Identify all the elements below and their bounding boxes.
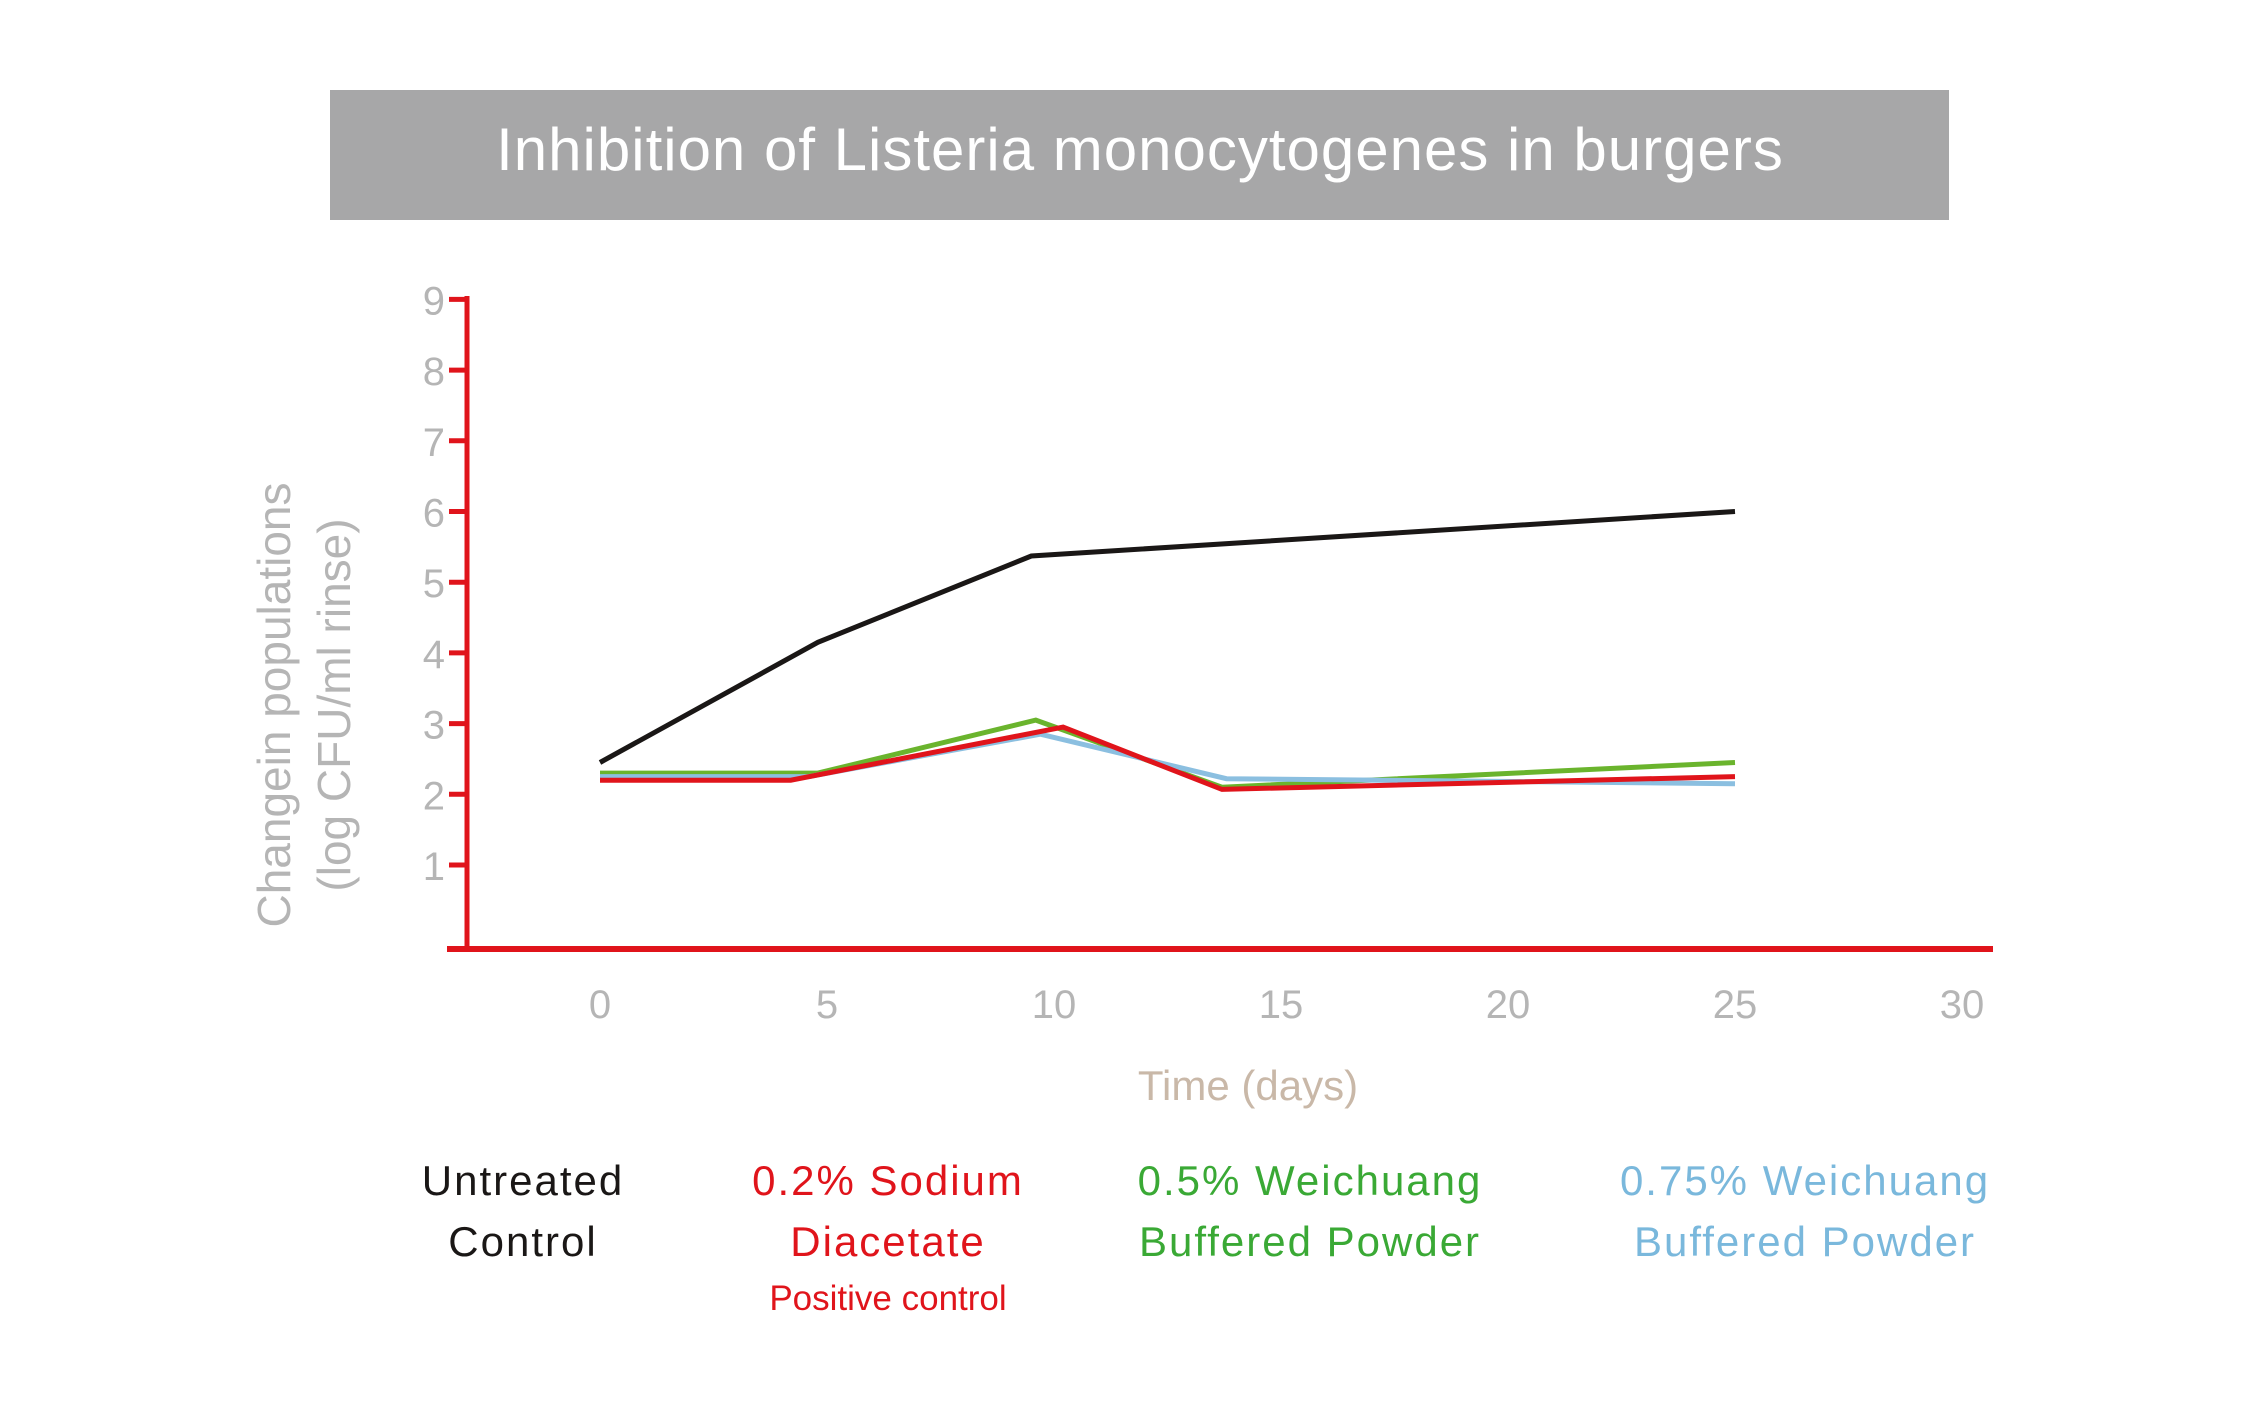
y-tick-label: 9 — [423, 279, 445, 323]
y-tick-label: 1 — [423, 845, 445, 889]
axes — [447, 296, 1993, 952]
chart-title: Inhibition of Listeria monocytogenes in … — [496, 116, 1784, 183]
y-ticks: 1 2 3 4 5 6 7 8 9 — [423, 279, 467, 889]
series-lines — [598, 509, 1736, 792]
y-tick-label: 7 — [423, 421, 445, 465]
y-tick-label: 5 — [423, 562, 445, 606]
legend-label-line1: 0.2% Sodium — [752, 1157, 1024, 1204]
legend-item: 0.2% Sodium Diacetate Positive control — [752, 1157, 1024, 1318]
y-tick-label: 3 — [423, 704, 445, 748]
x-tick-label: 0 — [589, 983, 611, 1027]
y-axis-label-line2: (log CFU/ml rinse) — [308, 518, 360, 891]
legend-label-line1: Untreated — [422, 1157, 624, 1204]
legend-label-line2: Buffered Powder — [1139, 1218, 1481, 1265]
legend: Untreated Control 0.2% Sodium Diacetate Posi… — [422, 1157, 1990, 1318]
legend-label-line2: Control — [448, 1218, 597, 1265]
y-axis-label-line1: Changein populations — [248, 482, 300, 927]
legend-label-line1: 0.75% Weichuang — [1620, 1157, 1990, 1204]
x-axis-label: Time (days) — [1138, 1062, 1358, 1109]
legend-item: Untreated Control — [422, 1157, 624, 1265]
x-tick-label: 15 — [1259, 983, 1304, 1027]
legend-item: 0.75% Weichuang Buffered Powder — [1620, 1157, 1990, 1265]
y-tick-label: 2 — [423, 774, 445, 818]
legend-label-line2: Diacetate — [790, 1218, 985, 1265]
y-tick-label: 4 — [423, 633, 445, 677]
legend-label-line1: 0.5% Weichuang — [1138, 1157, 1483, 1204]
x-ticks: 0 5 10 15 20 25 30 — [589, 983, 1984, 1027]
y-axis-label: Changein populations (log CFU/ml rinse) — [248, 482, 360, 927]
x-tick-label: 30 — [1940, 983, 1985, 1027]
x-tick-label: 20 — [1486, 983, 1531, 1027]
legend-note: Positive control — [769, 1279, 1006, 1318]
legend-label-line2: Buffered Powder — [1634, 1218, 1976, 1265]
y-tick-label: 8 — [423, 350, 445, 394]
series-line-4 — [600, 724, 1736, 792]
legend-item: 0.5% Weichuang Buffered Powder — [1138, 1157, 1483, 1265]
series-line-1 — [598, 509, 1736, 765]
title-banner — [330, 90, 1949, 220]
x-tick-label: 25 — [1713, 983, 1758, 1027]
x-tick-label: 10 — [1032, 983, 1077, 1027]
series-line-3 — [600, 731, 1736, 787]
x-tick-label: 5 — [816, 983, 838, 1027]
y-tick-label: 6 — [423, 492, 445, 536]
